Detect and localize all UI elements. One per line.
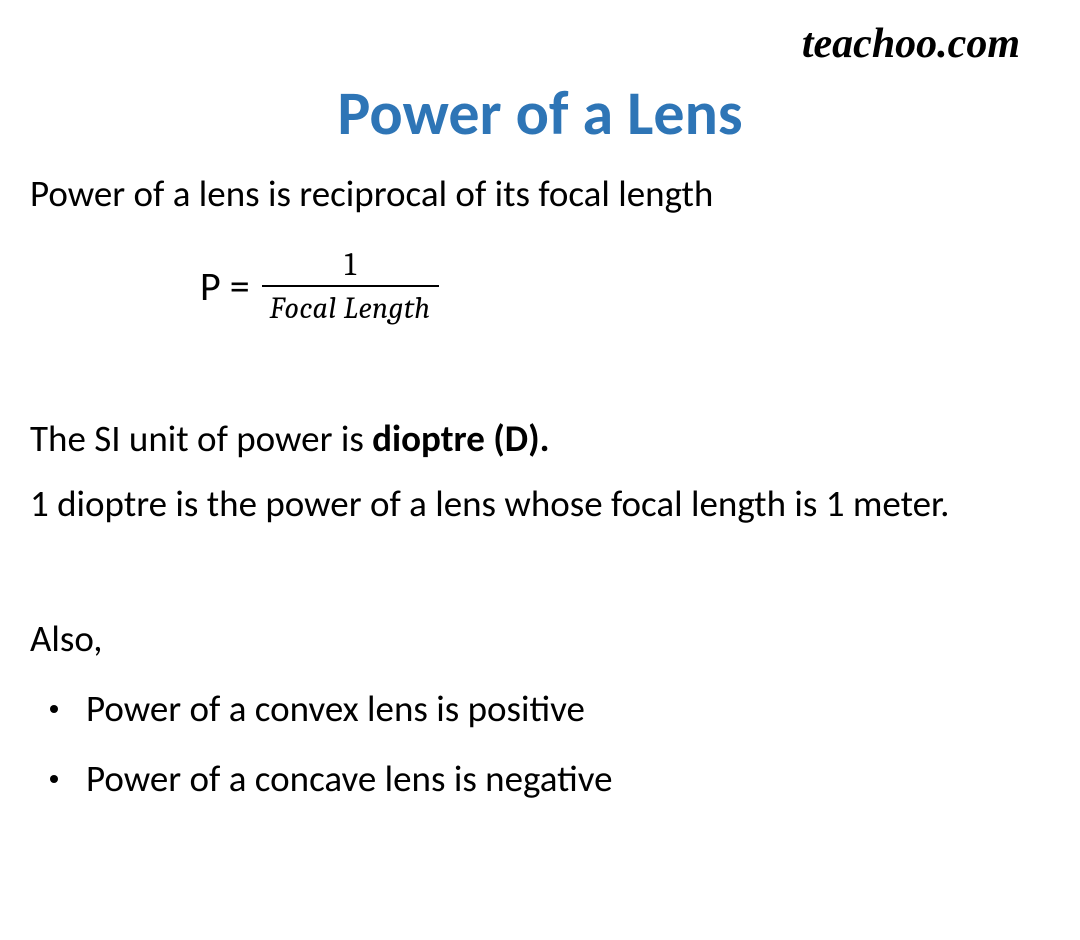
bullet-list: Power of a convex lens is positive Power… — [30, 686, 1050, 801]
dioptre-definition: 1 dioptre is the power of a lens whose f… — [30, 481, 1050, 526]
si-unit-bold: dioptre (D). — [372, 416, 549, 461]
bullet-icon — [50, 775, 58, 783]
watermark-logo: teachoo.com — [802, 20, 1020, 68]
bullet-text: Power of a concave lens is negative — [86, 756, 613, 801]
formula-fraction: 1 Focal Length — [262, 246, 439, 326]
list-item: Power of a concave lens is negative — [50, 756, 1050, 801]
si-unit-prefix: The SI unit of power is — [30, 416, 372, 461]
also-label: Also, — [30, 616, 1050, 661]
list-item: Power of a convex lens is positive — [50, 686, 1050, 731]
definition-text: Power of a lens is reciprocal of its foc… — [30, 171, 1050, 216]
page-title: Power of a Lens — [30, 75, 1050, 151]
formula-numerator: 1 — [336, 246, 364, 285]
formula: P = 1 Focal Length — [200, 246, 1050, 326]
bullet-text: Power of a convex lens is positive — [86, 686, 585, 731]
si-unit-text: The SI unit of power is dioptre (D). — [30, 416, 1050, 461]
formula-denominator: Focal Length — [262, 287, 439, 326]
formula-lhs: P = — [200, 262, 250, 311]
bullet-icon — [50, 705, 58, 713]
